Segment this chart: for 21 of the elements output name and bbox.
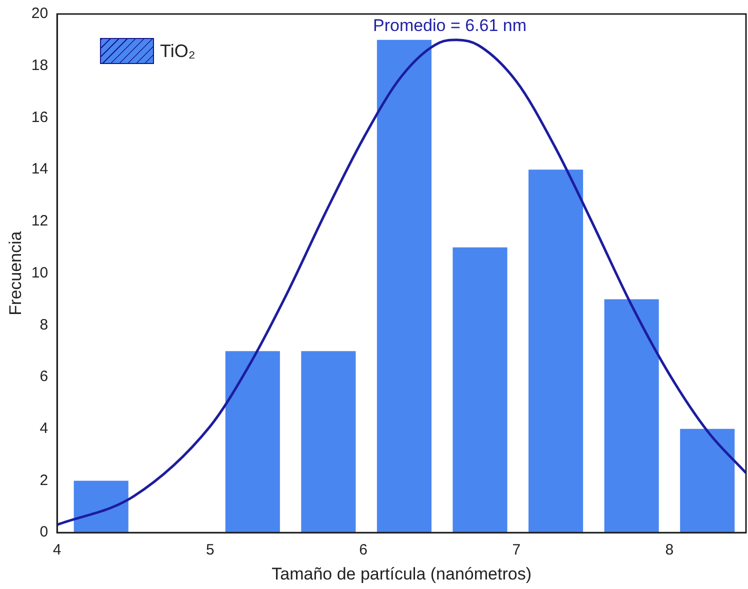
y-tick-label: 14 (31, 160, 48, 178)
line-series (57, 38, 746, 526)
y-tick-label: 8 (40, 316, 48, 334)
x-axis-title: Tamaño de partícula (nanómetros) (272, 564, 532, 584)
y-tick-label: 12 (31, 212, 48, 230)
y-tick-label: 2 (40, 472, 48, 489)
y-tick-label: 6 (40, 368, 48, 386)
x-tick-label: 6 (359, 542, 368, 559)
annotation: Promedio = 6.61 nm (372, 16, 527, 36)
y-axis-title: Frecuencia (6, 230, 25, 316)
x-tick-label: 4 (52, 542, 62, 559)
x-tick-label: 7 (512, 542, 521, 559)
x-tick-label: 8 (665, 542, 674, 559)
y-tick-label: 20 (31, 5, 48, 22)
y-tick-label: 4 (40, 420, 48, 438)
legend-label: TiO₂ (160, 40, 196, 62)
y-tick-label: 0 (40, 524, 48, 541)
y-tick-label: 10 (31, 264, 48, 282)
y-tick-label: 18 (31, 57, 48, 74)
x-tick-label: 5 (206, 542, 214, 559)
y-tick-label: 16 (31, 108, 48, 126)
